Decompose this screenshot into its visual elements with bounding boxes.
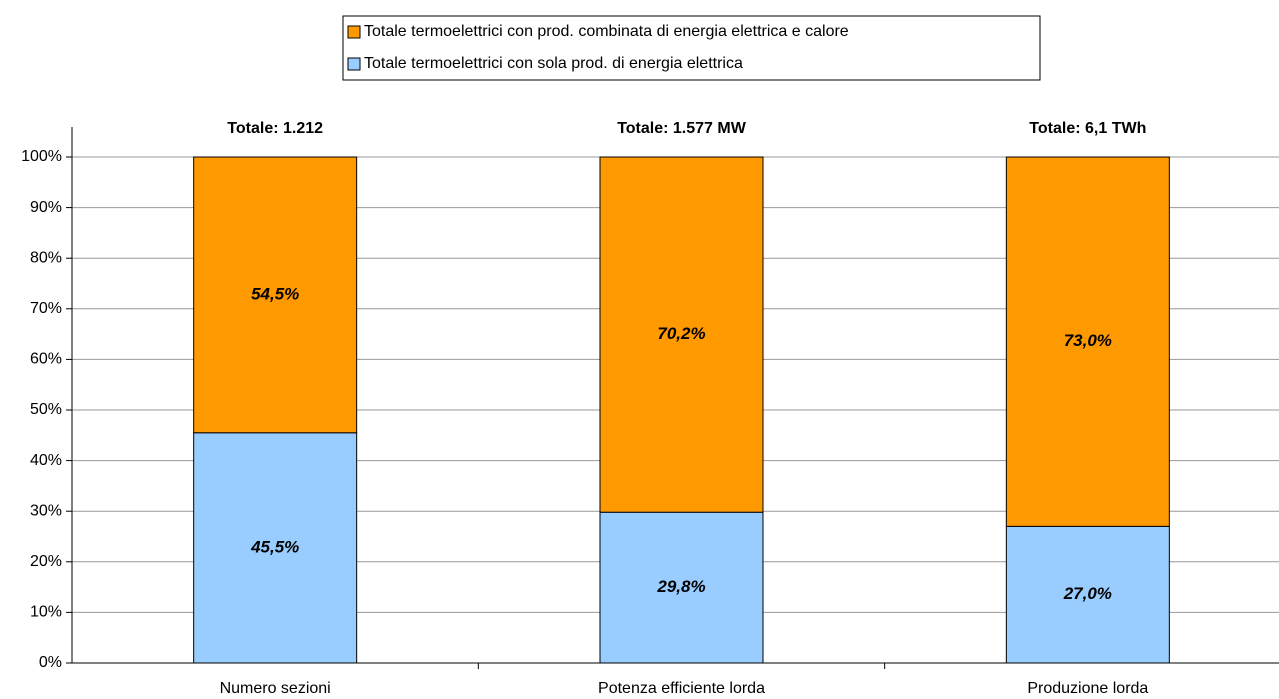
- legend-swatch: [347, 57, 361, 71]
- legend-box: [342, 15, 1041, 81]
- data-label: 27,0%: [1063, 584, 1112, 603]
- y-tick-label: 70%: [30, 300, 62, 317]
- x-tick-label: Potenza efficiente lorda: [598, 680, 765, 697]
- bar-segment: [599, 511, 764, 664]
- y-tick-label: 40%: [30, 452, 62, 469]
- legend-swatch: [347, 25, 361, 39]
- data-label: 70,2%: [657, 324, 705, 343]
- y-tick-label: 100%: [21, 148, 62, 165]
- y-tick-label: 20%: [30, 553, 62, 570]
- annotation: Totale: 6,1 TWh: [1029, 120, 1146, 137]
- bar-segment: [599, 156, 764, 513]
- data-label: 73,0%: [1064, 331, 1112, 350]
- y-tick-label: 60%: [30, 351, 62, 368]
- annotation: Totale: 1.212: [227, 120, 323, 137]
- bar-segment: [1005, 156, 1170, 527]
- y-tick-label: 0%: [39, 654, 62, 671]
- data-label: 45,5%: [250, 537, 299, 556]
- y-tick-label: 80%: [30, 249, 62, 266]
- legend-label: Totale termoelettrici con prod. combinat…: [364, 23, 849, 40]
- bar-segment: [193, 432, 358, 664]
- x-tick-label: Numero sezioni: [220, 680, 331, 697]
- y-tick-label: 30%: [30, 502, 62, 519]
- bar-segment: [193, 156, 358, 434]
- annotation: Totale: 1.577 MW: [617, 120, 747, 137]
- bar-segment: [1005, 525, 1170, 664]
- x-tick-label: Produzione lorda: [1027, 680, 1148, 697]
- data-label: 54,5%: [251, 284, 299, 303]
- y-tick-label: 90%: [30, 199, 62, 216]
- legend-label: Totale termoelettrici con sola prod. di …: [364, 55, 743, 72]
- data-label: 29,8%: [656, 577, 705, 596]
- y-tick-label: 50%: [30, 401, 62, 418]
- y-tick-label: 10%: [30, 604, 62, 621]
